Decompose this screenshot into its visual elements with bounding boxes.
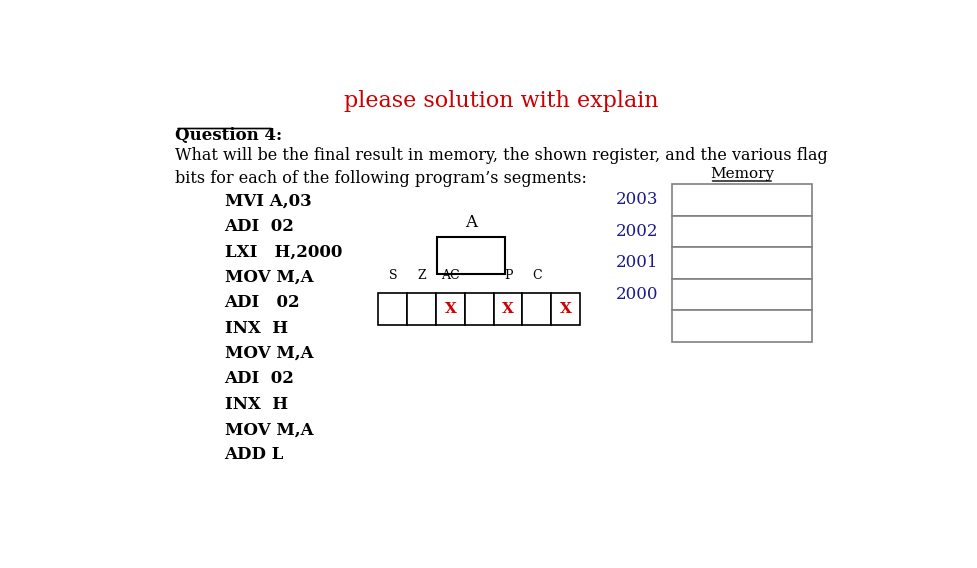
Text: INX  H: INX H [225, 320, 287, 337]
Bar [671, 247, 811, 278]
Text: Memory: Memory [709, 166, 773, 181]
Text: ADD L: ADD L [225, 446, 283, 463]
Text: please solution with explain: please solution with explain [344, 90, 658, 112]
Text: Question 4:: Question 4: [175, 127, 282, 144]
Bar [671, 215, 811, 247]
Text: 2003: 2003 [615, 191, 658, 208]
Text: INX  H: INX H [225, 396, 287, 413]
Text: 2000: 2000 [615, 286, 658, 303]
Bar [464, 294, 493, 325]
Text: S: S [388, 269, 397, 282]
Bar [671, 278, 811, 310]
Text: AC: AC [441, 269, 459, 282]
Text: X: X [559, 302, 571, 316]
Bar [378, 294, 406, 325]
Bar [493, 294, 522, 325]
Bar [522, 294, 551, 325]
Text: A: A [464, 214, 477, 231]
Text: What will be the final result in memory, the shown register, and the various fla: What will be the final result in memory,… [175, 147, 828, 187]
Text: C: C [531, 269, 541, 282]
Bar [671, 184, 811, 215]
Text: LXI   H,2000: LXI H,2000 [225, 244, 342, 261]
Text: MVI A,03: MVI A,03 [225, 193, 311, 210]
Bar [436, 294, 464, 325]
Bar [671, 310, 811, 341]
Text: MOV M,A: MOV M,A [225, 345, 313, 362]
Text: ADI   02: ADI 02 [225, 294, 300, 311]
Text: 2002: 2002 [615, 223, 658, 240]
Bar [437, 236, 504, 274]
Text: ADI  02: ADI 02 [225, 370, 294, 387]
Bar [406, 294, 436, 325]
Text: MOV M,A: MOV M,A [225, 421, 313, 438]
Text: X: X [445, 302, 456, 316]
Text: MOV M,A: MOV M,A [225, 269, 313, 286]
Text: X: X [501, 302, 514, 316]
Text: ADI  02: ADI 02 [225, 218, 294, 235]
Bar [551, 294, 579, 325]
Text: P: P [503, 269, 512, 282]
Text: 2001: 2001 [615, 254, 658, 272]
Text: Z: Z [417, 269, 426, 282]
